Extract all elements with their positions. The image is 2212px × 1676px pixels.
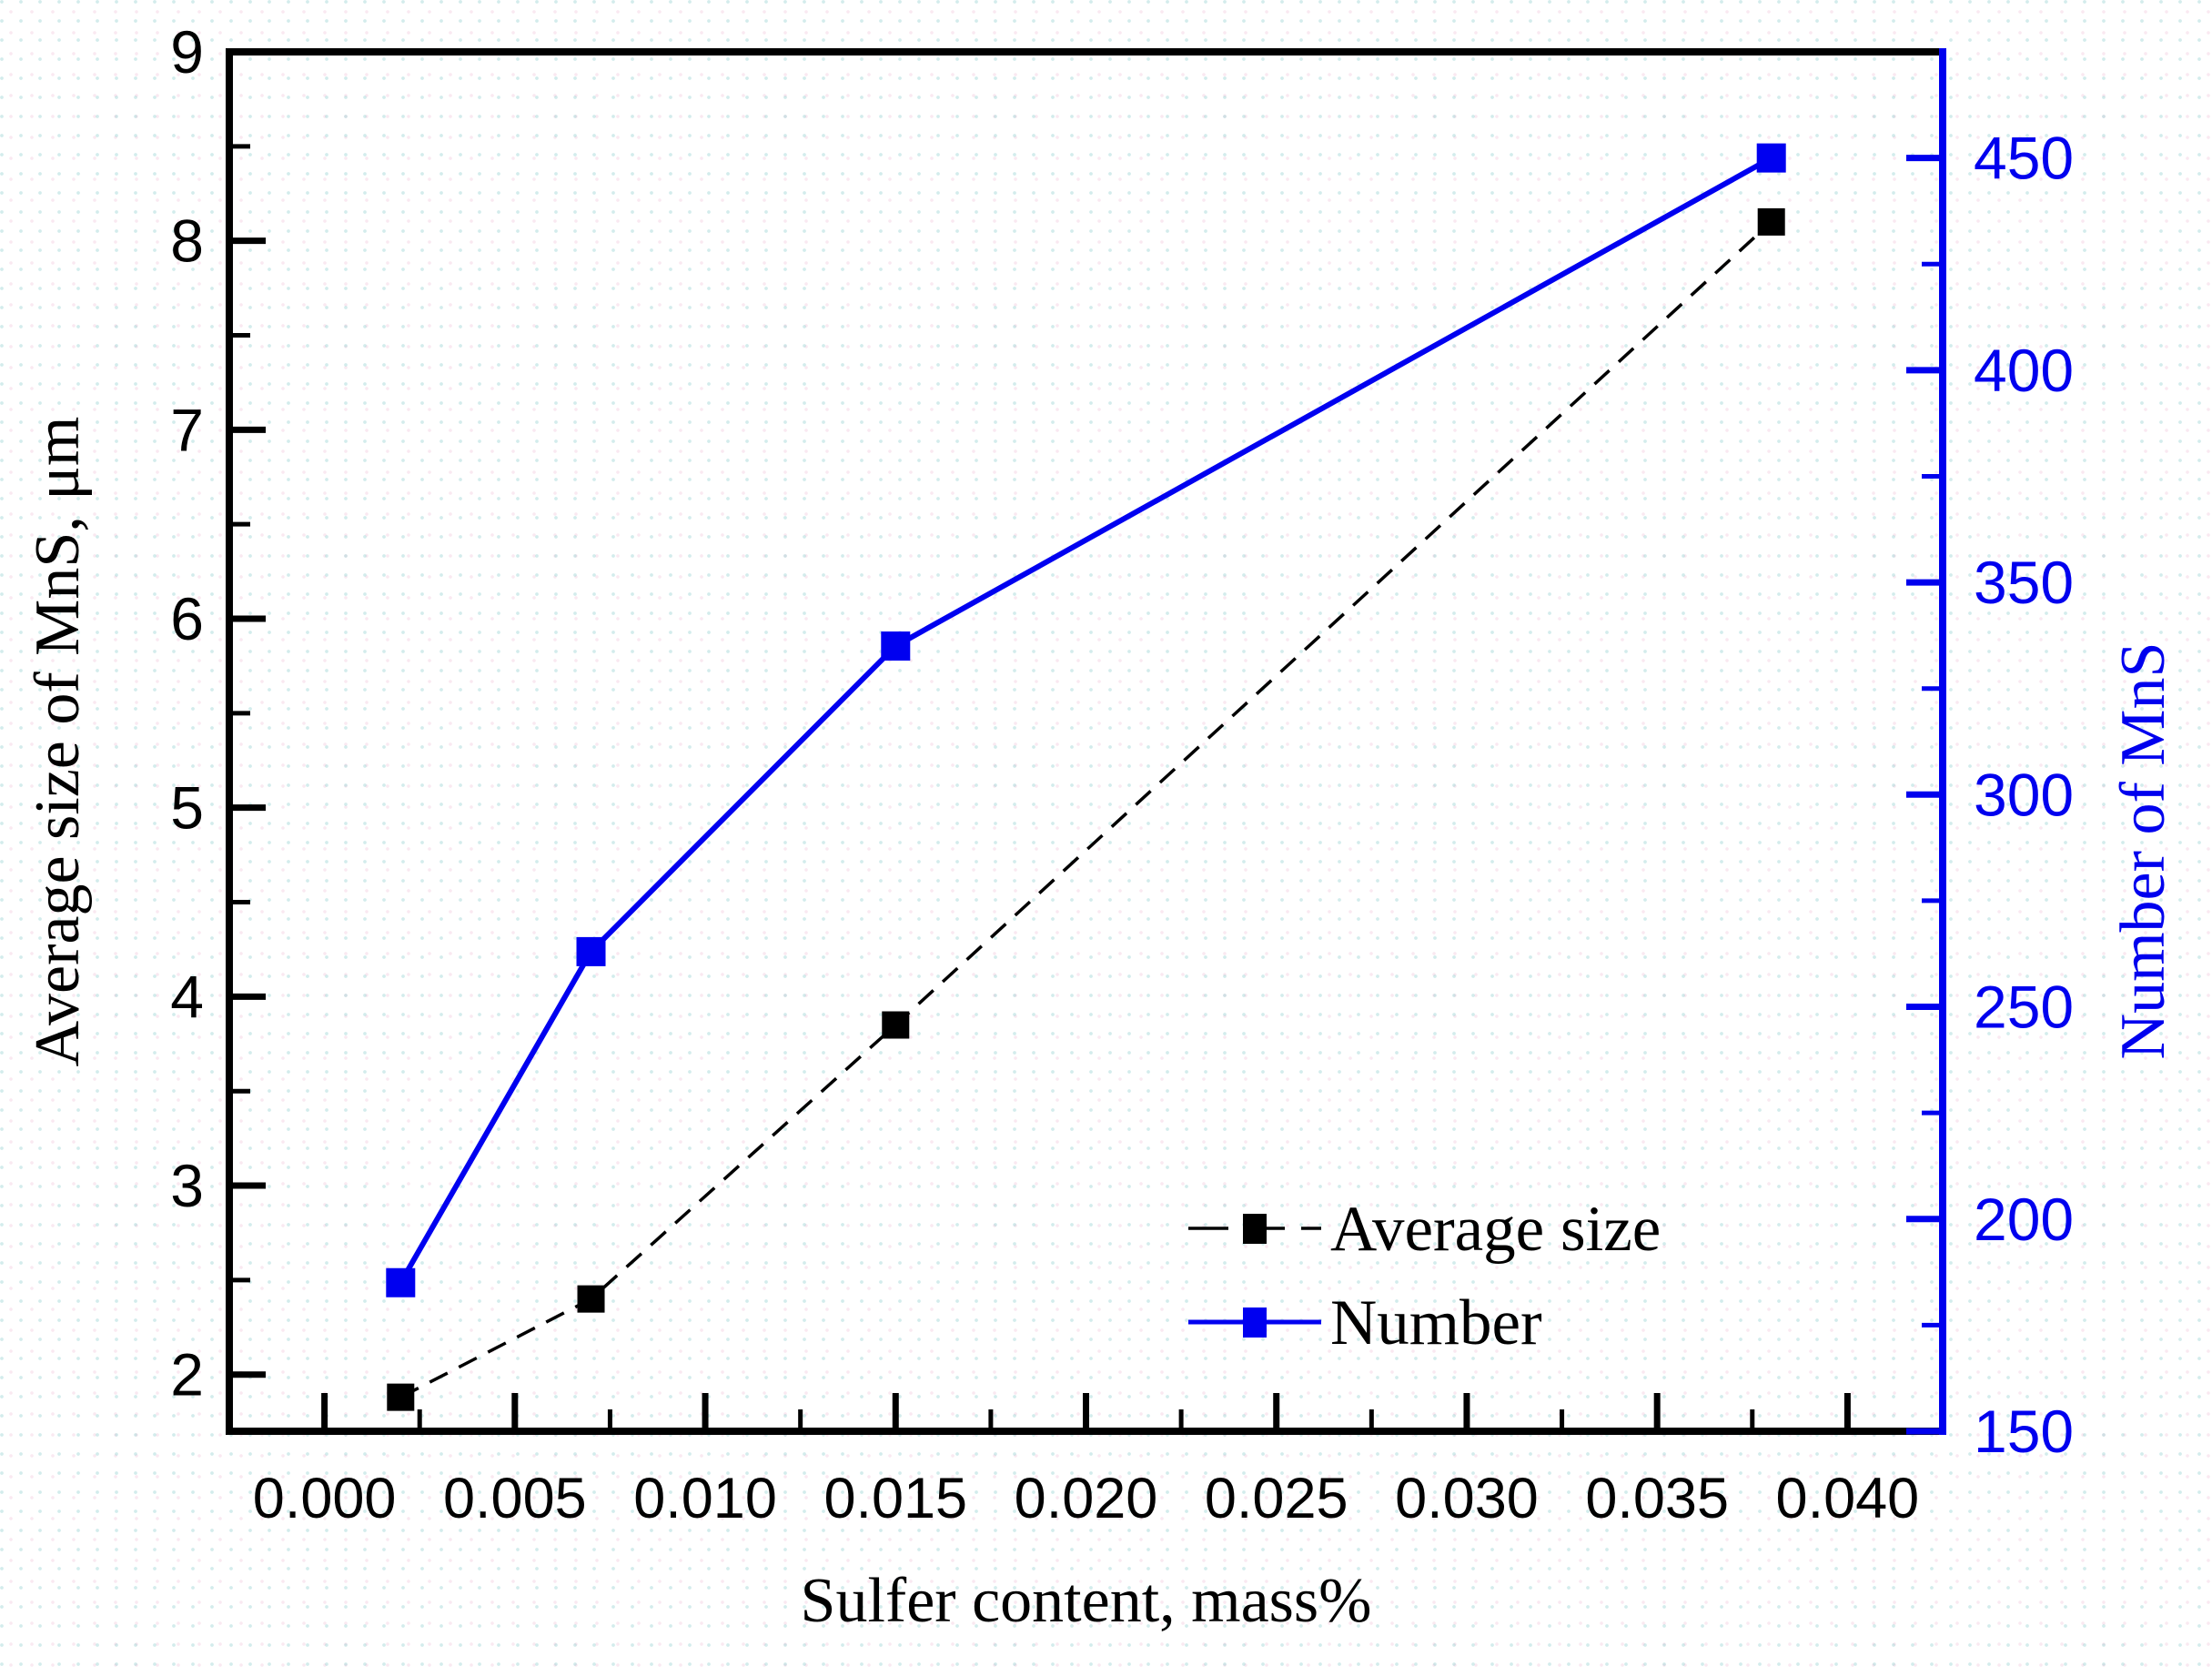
- plot-frame: [226, 48, 1946, 1435]
- legend-label: Number: [1330, 1287, 1542, 1358]
- left-axis-tick-label: 3: [170, 1152, 204, 1219]
- x-axis-tick-label: 0.010: [633, 1467, 777, 1530]
- left-axis-tick-label: 4: [170, 963, 204, 1030]
- series-average-size-marker: [577, 1285, 605, 1313]
- x-axis-title: Sulfer content, mass%: [801, 1566, 1372, 1636]
- legend-marker-sample: [1243, 1214, 1267, 1244]
- x-axis-tick-label: 0.015: [823, 1467, 967, 1530]
- right-axis-tick-label: 400: [1974, 337, 2074, 404]
- right-axis-title: Number of MnS: [2108, 642, 2178, 1060]
- legend: Average size Number: [1188, 1194, 1661, 1358]
- x-axis-tick-label: 0.005: [443, 1467, 587, 1530]
- right-axis-tick-label: 450: [1974, 125, 2074, 192]
- left-axis-tick-label: 2: [170, 1341, 204, 1408]
- left-axis-tick-label: 8: [170, 207, 204, 275]
- left-axis-tick-label: 9: [170, 18, 204, 86]
- left-axis-tick-label: 7: [170, 396, 204, 463]
- right-axis-tick-label: 150: [1974, 1398, 2074, 1465]
- series-number-line: [398, 155, 1773, 1285]
- series-average-size-marker: [387, 1383, 415, 1411]
- series-number-marker: [1756, 143, 1786, 173]
- series-number-marker: [386, 1267, 416, 1297]
- left-axis-tick-label: 6: [170, 585, 204, 652]
- axis-ticks: [229, 48, 1943, 1435]
- right-axis-tick-label: 200: [1974, 1186, 2074, 1253]
- right-axis-tick-label: 350: [1974, 549, 2074, 616]
- legend-item-average-size: Average size: [1188, 1194, 1661, 1265]
- left-axis-title: Average size of MnS, μm: [23, 417, 93, 1067]
- series-average-size-marker: [1757, 207, 1785, 236]
- x-axis-tick-label: 0.040: [1776, 1467, 1920, 1530]
- x-axis-tick-label: 0.025: [1205, 1467, 1348, 1530]
- series-number-marker: [881, 631, 911, 661]
- left-axis-tick-label: 5: [170, 774, 204, 842]
- series-average-size-line: [399, 220, 1773, 1399]
- legend-marker-sample: [1243, 1307, 1267, 1338]
- x-axis-tick-label: 0.000: [253, 1467, 397, 1530]
- x-axis-tick-label: 0.035: [1585, 1467, 1729, 1530]
- series-number-marker: [576, 936, 606, 966]
- right-axis-tick-label: 300: [1974, 761, 2074, 828]
- x-axis-tick-label: 0.020: [1015, 1467, 1158, 1530]
- legend-label: Average size: [1330, 1194, 1661, 1265]
- series-average-size: [387, 207, 1785, 1411]
- tick-labels: 2 3 4 5 6 7 8 9 150 200 250 300 350 400 450 0.000 0.005 0…: [170, 18, 2074, 1530]
- series-number: [386, 143, 1786, 1297]
- series-average-size-marker: [882, 1011, 910, 1039]
- legend-item-number: Number: [1188, 1287, 1542, 1358]
- x-axis-tick-label: 0.030: [1395, 1467, 1539, 1530]
- right-axis-tick-label: 250: [1974, 974, 2074, 1041]
